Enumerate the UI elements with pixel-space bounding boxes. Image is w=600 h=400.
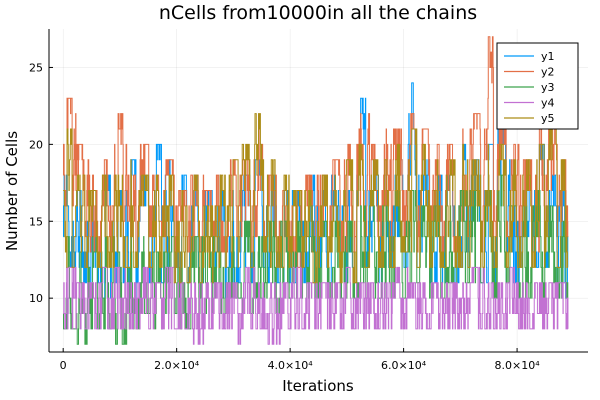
- x-tick-label: 6.0×10⁴: [381, 359, 427, 372]
- x-tick-label: 4.0×10⁴: [268, 359, 314, 372]
- series-layer: [63, 36, 569, 345]
- legend: y1 y2 y3 y4 y5: [496, 42, 579, 130]
- y-axis-label: Number of Cells: [3, 131, 21, 251]
- series-line: [63, 174, 569, 345]
- y-tick-label: 20: [29, 138, 43, 151]
- chart-title: nCells from10000in all the chains: [159, 2, 477, 24]
- series-line: [63, 113, 568, 284]
- x-tick-label: 2.0×10⁴: [154, 359, 200, 372]
- legend-label: y4: [541, 97, 555, 110]
- x-tick-label: 0: [60, 359, 67, 372]
- x-axis-label: Iterations: [282, 377, 354, 395]
- legend-label: y2: [541, 66, 555, 79]
- series-line: [63, 266, 569, 345]
- series-y2: [63, 36, 569, 268]
- y-tick-label: 15: [29, 215, 43, 228]
- y-tick-label: 25: [29, 61, 43, 74]
- legend-label: y1: [541, 50, 555, 63]
- x-tick-label: 8.0×10⁴: [495, 359, 541, 372]
- ticks: 0 2.0×10⁴ 4.0×10⁴ 6.0×10⁴ 8.0×10⁴ 10 15 20 25: [29, 61, 540, 372]
- series-y4: [63, 266, 569, 345]
- legend-label: y3: [541, 81, 555, 94]
- y-tick-label: 10: [29, 292, 43, 305]
- series-y3: [63, 174, 569, 345]
- legend-label: y5: [541, 112, 555, 125]
- series-y5: [63, 113, 568, 284]
- legend-box: [496, 42, 579, 130]
- series-line: [63, 36, 569, 268]
